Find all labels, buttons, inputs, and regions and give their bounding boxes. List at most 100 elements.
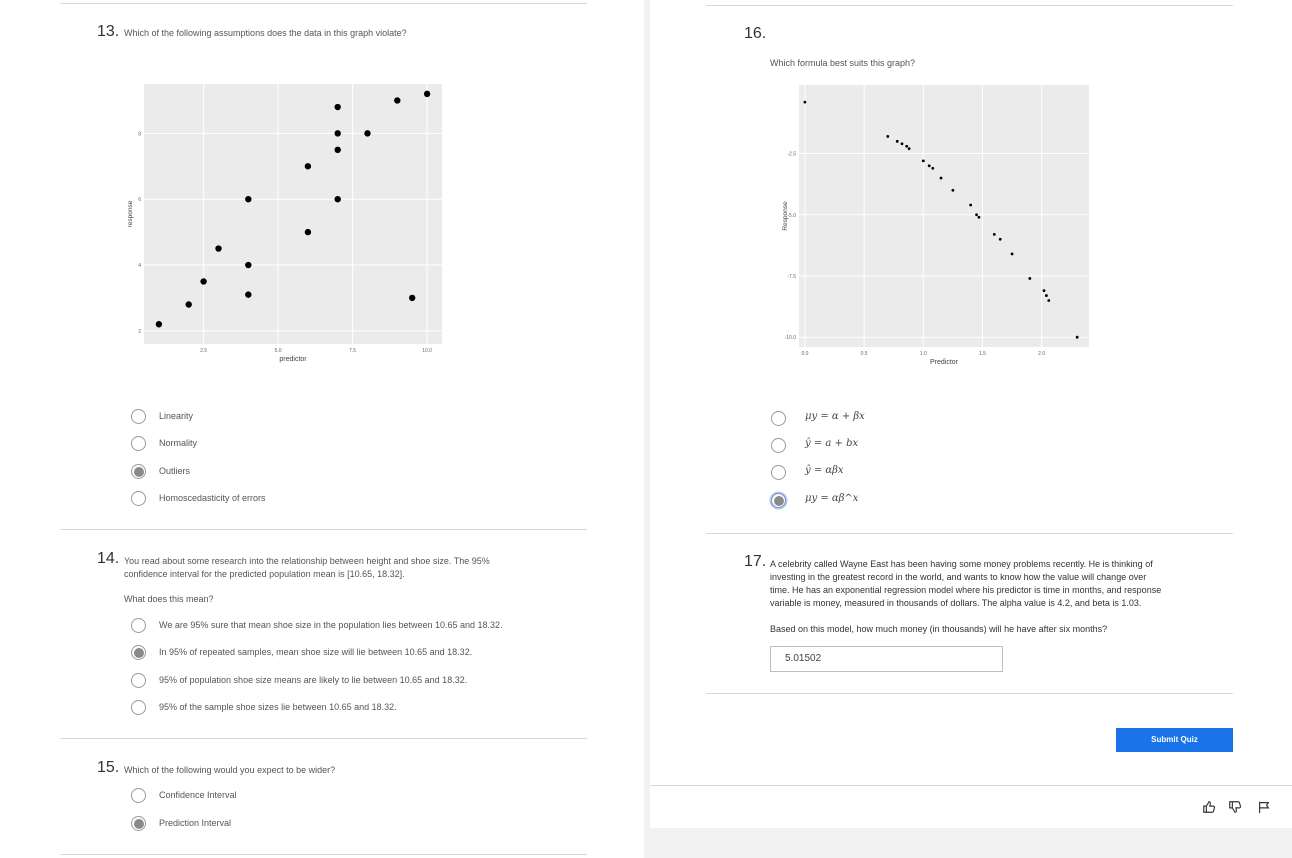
radio-button[interactable] xyxy=(131,409,146,424)
y-tick-label: 2 xyxy=(138,329,141,335)
option-label: Linearity xyxy=(159,411,194,421)
data-point xyxy=(975,213,978,217)
radio-button[interactable] xyxy=(131,491,146,506)
option-label: Homoscedasticity of errors xyxy=(159,493,266,503)
question-17-text-line3: time. He has an exponential regression m… xyxy=(770,585,1162,595)
data-point xyxy=(1028,277,1032,280)
question-13-text: Which of the following assumptions does … xyxy=(124,28,407,38)
radio-button-selected[interactable] xyxy=(771,493,786,508)
option-formula-4[interactable]: μy = αβ^x xyxy=(771,493,971,511)
radio-button-selected[interactable] xyxy=(131,816,146,831)
y-tick-label: -7.5 xyxy=(787,274,796,280)
radio-button-selected[interactable] xyxy=(131,645,146,660)
q13-option-2[interactable]: Normality xyxy=(131,436,571,454)
option-label: Prediction Interval xyxy=(159,818,232,828)
data-point xyxy=(895,139,899,143)
data-point xyxy=(951,188,955,192)
formula-label: ŷ = a + bx xyxy=(805,438,859,449)
question-17-prompt: Based on this model, how much money (in … xyxy=(770,624,1108,634)
radio-button[interactable] xyxy=(131,673,146,688)
data-point xyxy=(245,261,252,269)
q15-option-1[interactable]: Confidence Interval xyxy=(131,788,571,806)
option-label: 95% of population shoe size means are li… xyxy=(159,675,468,685)
q13-option-1[interactable]: Linearity xyxy=(131,409,571,427)
y-axis-label: response xyxy=(127,200,134,227)
radio-button[interactable] xyxy=(771,411,786,426)
formula-label: μy = αβ^x xyxy=(805,493,859,504)
option-label: Outliers xyxy=(159,466,191,476)
question-17-number: 17. xyxy=(744,553,767,570)
q14-option-3[interactable]: 95% of population shoe size means are li… xyxy=(131,673,571,691)
data-point xyxy=(992,232,996,236)
data-point xyxy=(364,130,371,137)
question-15-text: Which of the following would you expect … xyxy=(124,765,336,775)
data-point xyxy=(200,278,207,285)
data-point xyxy=(334,146,341,154)
data-point xyxy=(927,164,931,168)
option-label: Normality xyxy=(159,438,198,448)
data-point xyxy=(886,135,890,138)
left-question-panel: 13. Which of the following assumptions d… xyxy=(0,0,644,858)
radio-button[interactable] xyxy=(131,700,146,715)
data-point xyxy=(423,90,431,98)
radio-button[interactable] xyxy=(131,436,146,451)
scatter-plot-q16: 0.0 0.5 1.0 1.5 2.0 -2.5 -5.0 -7.5 -10.0 Predicto… xyxy=(782,85,1089,366)
radio-button-selected[interactable] xyxy=(131,464,146,479)
q14-option-1[interactable]: We are 95% sure that mean shoe size in t… xyxy=(131,618,571,636)
data-point xyxy=(215,245,222,252)
q13-option-3[interactable]: Outliers xyxy=(131,464,571,482)
data-point xyxy=(185,301,192,308)
radio-button[interactable] xyxy=(131,618,146,633)
radio-button[interactable] xyxy=(771,438,786,453)
data-point xyxy=(304,163,312,170)
question-17-text-line4: variable is money, measured in thousands… xyxy=(770,598,1142,608)
data-point xyxy=(155,321,163,328)
answer-input[interactable]: 5.01502 xyxy=(770,646,1003,672)
data-point xyxy=(803,100,807,104)
data-point xyxy=(1044,294,1048,297)
data-point xyxy=(939,176,943,180)
right-question-panel: 16. Which formula best suits this graph?… xyxy=(650,0,1292,828)
divider xyxy=(60,854,587,855)
x-axis-label: Predictor xyxy=(930,359,959,366)
radio-button[interactable] xyxy=(131,788,146,803)
y-tick-label: -2.5 xyxy=(787,152,796,158)
formula-label: ŷ = αβx xyxy=(805,465,844,476)
data-point xyxy=(1047,299,1051,302)
option-formula-3[interactable]: ŷ = αβx xyxy=(771,465,971,483)
question-17-text-line1: A celebrity called Wayne East has been h… xyxy=(770,559,1153,569)
q13-option-4[interactable]: Homoscedasticity of errors xyxy=(131,491,571,509)
data-point xyxy=(998,237,1002,241)
thumbs-down-icon[interactable] xyxy=(1228,800,1242,814)
data-point xyxy=(334,195,341,203)
x-tick-label: 1.5 xyxy=(979,351,986,357)
question-17-text-line2: investing in the greatest record in the … xyxy=(770,572,1147,582)
divider xyxy=(60,3,587,4)
x-tick-label: 7.5 xyxy=(349,348,356,354)
data-point xyxy=(905,144,909,148)
plot-panel xyxy=(144,84,442,344)
x-tick-label: 10.0 xyxy=(422,348,432,354)
question-13-number: 13. xyxy=(97,23,120,40)
data-point xyxy=(1042,289,1046,293)
flag-icon[interactable] xyxy=(1257,800,1271,814)
radio-button[interactable] xyxy=(771,465,786,480)
data-point xyxy=(969,203,973,207)
data-point xyxy=(245,195,252,203)
q15-option-2[interactable]: Prediction Interval xyxy=(131,816,571,834)
y-axis-label: Response xyxy=(782,201,789,231)
thumbs-up-icon[interactable] xyxy=(1202,800,1216,814)
option-formula-1[interactable]: μy = α + βx xyxy=(771,411,971,429)
x-tick-label: 5.0 xyxy=(275,348,282,354)
q14-option-4[interactable]: 95% of the sample shoe sizes lie between… xyxy=(131,700,571,718)
submit-quiz-button[interactable]: Submit Quiz xyxy=(1116,728,1233,752)
data-point xyxy=(245,291,252,298)
question-14-number: 14. xyxy=(97,550,120,567)
divider xyxy=(706,5,1233,6)
option-label: 95% of the sample shoe sizes lie between… xyxy=(159,702,397,712)
formula-label: μy = α + βx xyxy=(805,411,865,422)
divider xyxy=(60,529,587,530)
question-14-text-line2: confidence interval for the predicted po… xyxy=(124,569,405,579)
q14-option-2[interactable]: In 95% of repeated samples, mean shoe si… xyxy=(131,645,571,663)
option-formula-2[interactable]: ŷ = a + bx xyxy=(771,438,971,456)
